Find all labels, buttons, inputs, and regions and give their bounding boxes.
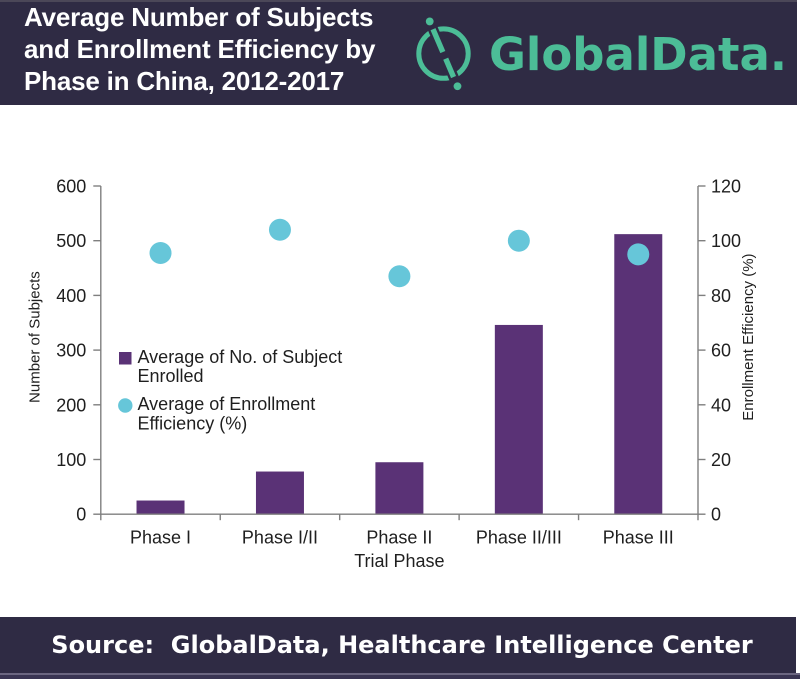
y-tick-label-left-100: 100 [56,450,86,470]
logo-dot-bottom [453,82,462,91]
y-tick-label-left-0: 0 [76,505,86,525]
footer-bottom-strip [0,675,800,679]
legend-item-1-line-1: Average of No. of Subject [138,347,343,367]
x-axis-title: Trial Phase [354,551,444,571]
legend-item-1-line-2: Enrolled [138,366,204,386]
y-tick-label-left-400: 400 [56,286,86,306]
chart-title-line-3: Phase in China, 2012-2017 [24,65,345,96]
legend-marker-bars [119,352,132,365]
source-band: Source: GlobalData, Healthcare Intellige… [0,617,796,673]
globaldata-logo-text: GlobalData. [489,28,787,81]
bar-phase-iii [614,234,663,515]
globaldata-logo: GlobalData. [404,0,794,105]
y-tick-label-left-600: 600 [56,177,86,197]
logo-circle [416,26,471,81]
logo-dot-top [425,17,434,26]
bar-phase-i [136,500,185,515]
y-tick-label-right-60: 60 [711,341,731,361]
footer-divider-line [0,673,800,675]
dot-phase-i [149,242,172,265]
chart-title-line-2: and Enrollment Efficiency by [24,33,376,64]
chart-svg: 0 100 200 300 400 500 600 0 20 40 60 80 100 120 Phase … [27,177,758,572]
dot-phase-ii [388,265,411,288]
legend-item-2-line-2: Efficiency (%) [138,413,248,433]
globaldata-logo-icon: GlobalData. [416,17,787,91]
source-text: Source: GlobalData, Healthcare Intellige… [51,631,753,659]
x-category-label-5: Phase III [603,528,674,548]
combo-chart: 0 100 200 300 400 500 600 0 20 40 60 80 100 120 Phase … [0,105,800,617]
dot-phase-iii [627,243,650,266]
legend-marker-dots [118,398,133,413]
y-tick-label-right-20: 20 [711,450,731,470]
chart-title: Average Number of Subjects and Enrollmen… [24,2,375,97]
y-axis-title-left: Number of Subjects [27,271,44,403]
bar-phase-i-ii [255,471,304,515]
y-tick-label-left-200: 200 [56,395,86,415]
y-tick-label-left-500: 500 [56,231,86,251]
y-tick-label-right-80: 80 [711,286,731,306]
y-tick-label-right-0: 0 [711,505,721,525]
chart-title-line-1: Average Number of Subjects [24,2,374,32]
x-category-label-4: Phase II/III [476,528,562,548]
bar-phase-ii [375,462,424,515]
y-axis-title-right: Enrollment Efficiency (%) [740,253,757,420]
legend-item-2-line-1: Average of Enrollment [138,394,316,414]
logo-slash-lower [443,57,457,79]
x-category-label-3: Phase II [366,528,432,548]
dot-phase-i-ii [268,218,291,241]
y-tick-label-right-40: 40 [711,395,731,415]
header-top-strip [0,0,797,2]
x-category-label-2: Phase I/II [242,528,318,548]
dot-phase-ii-iii [507,229,530,252]
x-category-label-1: Phase I [130,528,191,548]
header-band: Average Number of Subjects and Enrollmen… [0,0,797,105]
bar-phase-ii-iii [494,324,543,515]
logo-slash-upper [430,28,446,54]
y-tick-label-right-100: 100 [711,231,741,251]
y-tick-label-right-120: 120 [711,177,741,197]
y-tick-label-left-300: 300 [56,341,86,361]
